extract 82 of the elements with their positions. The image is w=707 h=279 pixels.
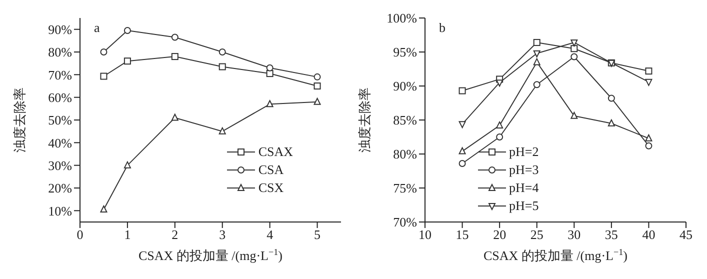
annotation: a bbox=[94, 20, 100, 35]
legend-label: pH=2 bbox=[509, 144, 539, 160]
y-tick-label: 95% bbox=[393, 44, 418, 60]
point bbox=[645, 142, 652, 150]
point bbox=[218, 127, 226, 134]
point bbox=[218, 48, 226, 56]
point bbox=[266, 64, 274, 72]
y-axis-title: 浊度去除率 bbox=[357, 88, 372, 152]
legend-label: pH=5 bbox=[509, 198, 539, 214]
point bbox=[570, 45, 578, 52]
point bbox=[124, 58, 131, 65]
x-tick-label: 45 bbox=[680, 227, 692, 242]
x-tick-label: 25 bbox=[530, 227, 544, 242]
y-tick-label: 70% bbox=[393, 214, 418, 230]
y-tick-label: 20% bbox=[48, 180, 72, 196]
y-tick-label: 10% bbox=[48, 203, 72, 218]
legend-label: CSX bbox=[258, 180, 284, 196]
point bbox=[570, 112, 578, 119]
x-tick-label: 3 bbox=[219, 227, 226, 242]
point bbox=[218, 63, 226, 70]
point bbox=[533, 38, 540, 46]
x-tick-label: 20 bbox=[493, 227, 506, 242]
point bbox=[533, 81, 540, 88]
x-tick-label: 2 bbox=[172, 227, 178, 242]
legend-label: pH=3 bbox=[509, 162, 539, 178]
point bbox=[608, 94, 615, 102]
point bbox=[570, 53, 578, 60]
x-tick-label: 10 bbox=[418, 227, 432, 242]
point bbox=[314, 73, 321, 80]
point bbox=[645, 78, 652, 86]
point bbox=[124, 26, 131, 34]
point bbox=[533, 58, 540, 66]
point bbox=[645, 134, 652, 142]
point bbox=[171, 114, 178, 121]
legend-label: CSAX bbox=[258, 144, 293, 160]
x-axis-title: CSAX 的投加量 /(mg·L$^{−1}$) bbox=[138, 247, 283, 263]
point bbox=[533, 50, 540, 58]
point bbox=[458, 160, 466, 168]
legend-label: CSA bbox=[258, 162, 284, 178]
point bbox=[458, 87, 466, 94]
x-tick-label: 30 bbox=[568, 227, 581, 242]
point bbox=[266, 100, 274, 108]
y-tick-label: 50% bbox=[48, 112, 72, 128]
y-tick-label: 90% bbox=[393, 78, 418, 94]
y-tick-label: 70% bbox=[48, 67, 72, 82]
point bbox=[608, 119, 615, 126]
point bbox=[100, 72, 108, 80]
point bbox=[100, 206, 108, 213]
point bbox=[496, 121, 504, 128]
y-tick-label: 30% bbox=[48, 158, 72, 173]
x-tick-label: 15 bbox=[456, 227, 469, 242]
x-tick-label: 1 bbox=[124, 227, 131, 242]
point bbox=[171, 53, 178, 60]
y-tick-label: 90% bbox=[48, 22, 72, 37]
y-tick-label: 80% bbox=[393, 146, 418, 162]
x-tick-label: 4 bbox=[266, 227, 274, 242]
point bbox=[171, 34, 178, 41]
legend-label: pH=4 bbox=[509, 180, 539, 196]
y-tick-label: 40% bbox=[48, 135, 72, 150]
point bbox=[645, 68, 652, 75]
x-axis-title: CSAX 的投加量 /(mg·L$^{−1}$) bbox=[483, 247, 628, 263]
x-tick-label: 40 bbox=[642, 227, 656, 242]
point bbox=[496, 80, 504, 87]
y-tick-label: 75% bbox=[393, 180, 418, 196]
point bbox=[458, 147, 466, 154]
point bbox=[266, 70, 274, 78]
y-tick-label: 100% bbox=[386, 10, 418, 26]
annotation: b bbox=[439, 20, 446, 35]
point bbox=[100, 48, 108, 56]
x-tick-label: 5 bbox=[314, 227, 321, 242]
point bbox=[314, 98, 321, 105]
y-axis-title: 浊度去除率 bbox=[12, 88, 27, 152]
point bbox=[314, 82, 321, 90]
y-tick-label: 60% bbox=[48, 90, 72, 105]
point bbox=[496, 134, 504, 140]
y-tick-label: 85% bbox=[393, 112, 418, 128]
point bbox=[458, 121, 466, 128]
x-tick-label: 35 bbox=[604, 227, 618, 242]
x-tick-label: 0 bbox=[76, 227, 84, 242]
y-tick-label: 80% bbox=[48, 44, 72, 60]
point bbox=[570, 39, 578, 46]
point bbox=[124, 161, 131, 168]
